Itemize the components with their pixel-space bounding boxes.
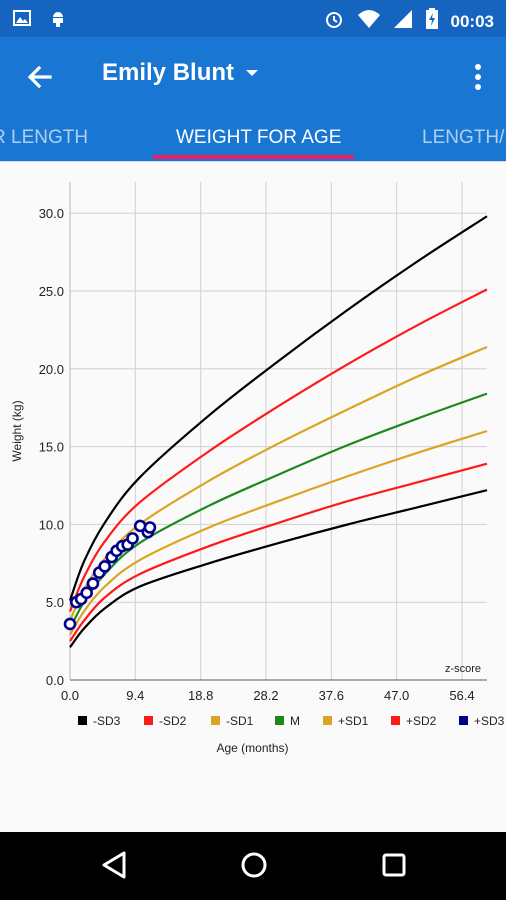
more-vert-icon bbox=[475, 64, 481, 90]
circle-home-icon bbox=[241, 852, 267, 878]
z-score-label: z-score bbox=[445, 663, 481, 675]
legend-swatch bbox=[391, 716, 400, 725]
tab-length-for-age[interactable]: R LENGTH bbox=[0, 127, 89, 148]
child-selector[interactable]: Emily Blunt bbox=[102, 59, 260, 87]
legend-swatch bbox=[78, 716, 87, 725]
dropdown-arrow-icon bbox=[246, 70, 259, 76]
y-axis-title: Weight (kg) bbox=[10, 400, 24, 461]
x-tick-label: 56.4 bbox=[449, 688, 474, 703]
clock-time: 00:03 bbox=[450, 11, 494, 31]
data-point bbox=[86, 577, 100, 590]
legend-label: +SD3 bbox=[474, 714, 505, 728]
series-line-sd2 bbox=[68, 288, 488, 612]
y-tick-label: 10.0 bbox=[39, 517, 64, 532]
nav-recents-button[interactable] bbox=[380, 850, 408, 885]
legend-label: +SD1 bbox=[338, 714, 369, 728]
series-line-sd2 bbox=[69, 462, 488, 642]
x-tick-label: 0.0 bbox=[61, 688, 79, 703]
y-tick-label: 30.0 bbox=[39, 206, 64, 221]
navigation-bar bbox=[0, 832, 506, 900]
triangle-back-icon bbox=[102, 851, 126, 879]
series-line-sd1 bbox=[68, 345, 488, 622]
y-tick-label: 20.0 bbox=[39, 362, 64, 377]
x-tick-label: 18.8 bbox=[188, 688, 213, 703]
x-tick-label: 28.2 bbox=[253, 688, 278, 703]
legend-swatch bbox=[211, 716, 220, 725]
data-point bbox=[80, 586, 93, 600]
legend-label: -SD1 bbox=[226, 714, 254, 728]
weight-for-age-chart: 0.0 9.4 18.8 28.2 37.6 47.0 56.4 0.0 5.0 10.0 15.0… bbox=[10, 182, 505, 755]
chart-area: 0.0 9.4 18.8 28.2 37.6 47.0 56.4 0.0 5.0 10.0 15.0… bbox=[0, 162, 506, 832]
wifi-icon bbox=[357, 9, 381, 34]
overflow-menu-button[interactable] bbox=[468, 61, 488, 95]
legend-swatch bbox=[459, 716, 468, 725]
legend-label: -SD2 bbox=[159, 714, 187, 728]
signal-icon bbox=[393, 9, 413, 34]
page-title: Emily Blunt bbox=[102, 59, 235, 86]
y-tick-label: 5.0 bbox=[46, 595, 64, 610]
series-line-sd3 bbox=[68, 215, 488, 602]
series-line-sd1 bbox=[69, 429, 488, 636]
x-tick-label: 37.6 bbox=[319, 688, 344, 703]
data-point bbox=[63, 617, 77, 631]
legend-label: M bbox=[290, 714, 300, 728]
y-tick-label: 25.0 bbox=[39, 284, 64, 299]
y-tick-label: 0.0 bbox=[46, 673, 64, 688]
legend-swatch bbox=[144, 716, 153, 725]
tab-indicator bbox=[153, 155, 354, 159]
alarm-icon bbox=[323, 8, 345, 35]
data-point bbox=[98, 560, 112, 573]
legend-label: +SD2 bbox=[406, 714, 437, 728]
square-recents-icon bbox=[382, 853, 406, 877]
status-bar: 00:03 bbox=[0, 0, 506, 37]
legend-swatch bbox=[323, 716, 332, 725]
data-point bbox=[143, 521, 157, 534]
legend-swatch bbox=[275, 716, 284, 725]
x-tick-label: 47.0 bbox=[384, 688, 409, 703]
x-axis-title: Age (months) bbox=[216, 741, 288, 755]
y-tick-label: 15.0 bbox=[39, 440, 64, 455]
nav-back-button[interactable] bbox=[100, 850, 128, 885]
x-tick-label: 9.4 bbox=[126, 688, 144, 703]
tab-bar: R LENGTH WEIGHT FOR AGE LENGTH/ bbox=[0, 117, 506, 162]
series-line-sd3 bbox=[69, 489, 488, 648]
back-button[interactable] bbox=[22, 59, 58, 95]
tab-length-for-weight[interactable]: LENGTH/ bbox=[422, 127, 505, 148]
gallery-icon bbox=[12, 8, 32, 33]
legend-label: -SD3 bbox=[93, 714, 121, 728]
app-bar: Emily Blunt bbox=[0, 37, 506, 117]
battery-charging-icon bbox=[425, 8, 439, 35]
android-icon bbox=[48, 8, 68, 33]
tab-weight-for-age[interactable]: WEIGHT FOR AGE bbox=[176, 127, 342, 148]
nav-home-button[interactable] bbox=[239, 850, 269, 885]
arrow-back-icon bbox=[27, 65, 52, 89]
series-line-m bbox=[69, 392, 488, 630]
tab-divider bbox=[0, 161, 506, 162]
data-point bbox=[126, 532, 139, 545]
